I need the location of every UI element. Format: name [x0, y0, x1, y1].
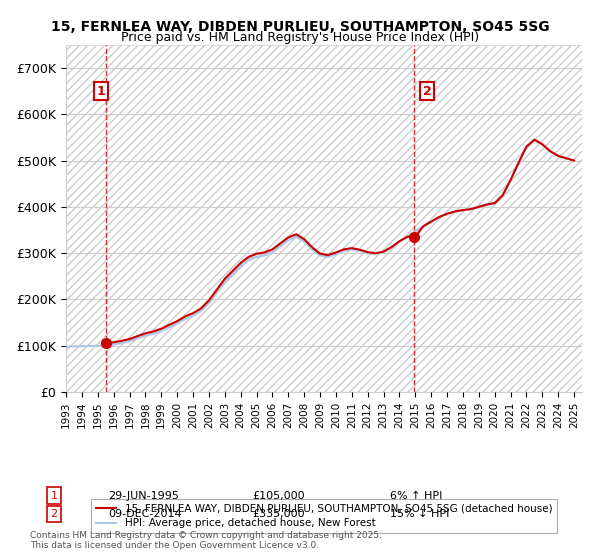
Text: 2: 2 [50, 509, 58, 519]
Text: 15, FERNLEA WAY, DIBDEN PURLIEU, SOUTHAMPTON, SO45 5SG: 15, FERNLEA WAY, DIBDEN PURLIEU, SOUTHAM… [50, 20, 550, 34]
Text: £335,000: £335,000 [252, 509, 305, 519]
Text: 15% ↓ HPI: 15% ↓ HPI [390, 509, 449, 519]
Text: 2: 2 [422, 85, 431, 97]
Text: 1: 1 [97, 85, 105, 97]
Text: Price paid vs. HM Land Registry's House Price Index (HPI): Price paid vs. HM Land Registry's House … [121, 31, 479, 44]
Text: 6% ↑ HPI: 6% ↑ HPI [390, 491, 442, 501]
Text: Contains HM Land Registry data © Crown copyright and database right 2025.
This d: Contains HM Land Registry data © Crown c… [30, 530, 382, 550]
Text: 09-DEC-2014: 09-DEC-2014 [108, 509, 182, 519]
Text: 1: 1 [50, 491, 58, 501]
Legend: 15, FERNLEA WAY, DIBDEN PURLIEU, SOUTHAMPTON, SO45 5SG (detached house), HPI: Av: 15, FERNLEA WAY, DIBDEN PURLIEU, SOUTHAM… [91, 499, 557, 533]
Text: £105,000: £105,000 [252, 491, 305, 501]
Text: 29-JUN-1995: 29-JUN-1995 [108, 491, 179, 501]
